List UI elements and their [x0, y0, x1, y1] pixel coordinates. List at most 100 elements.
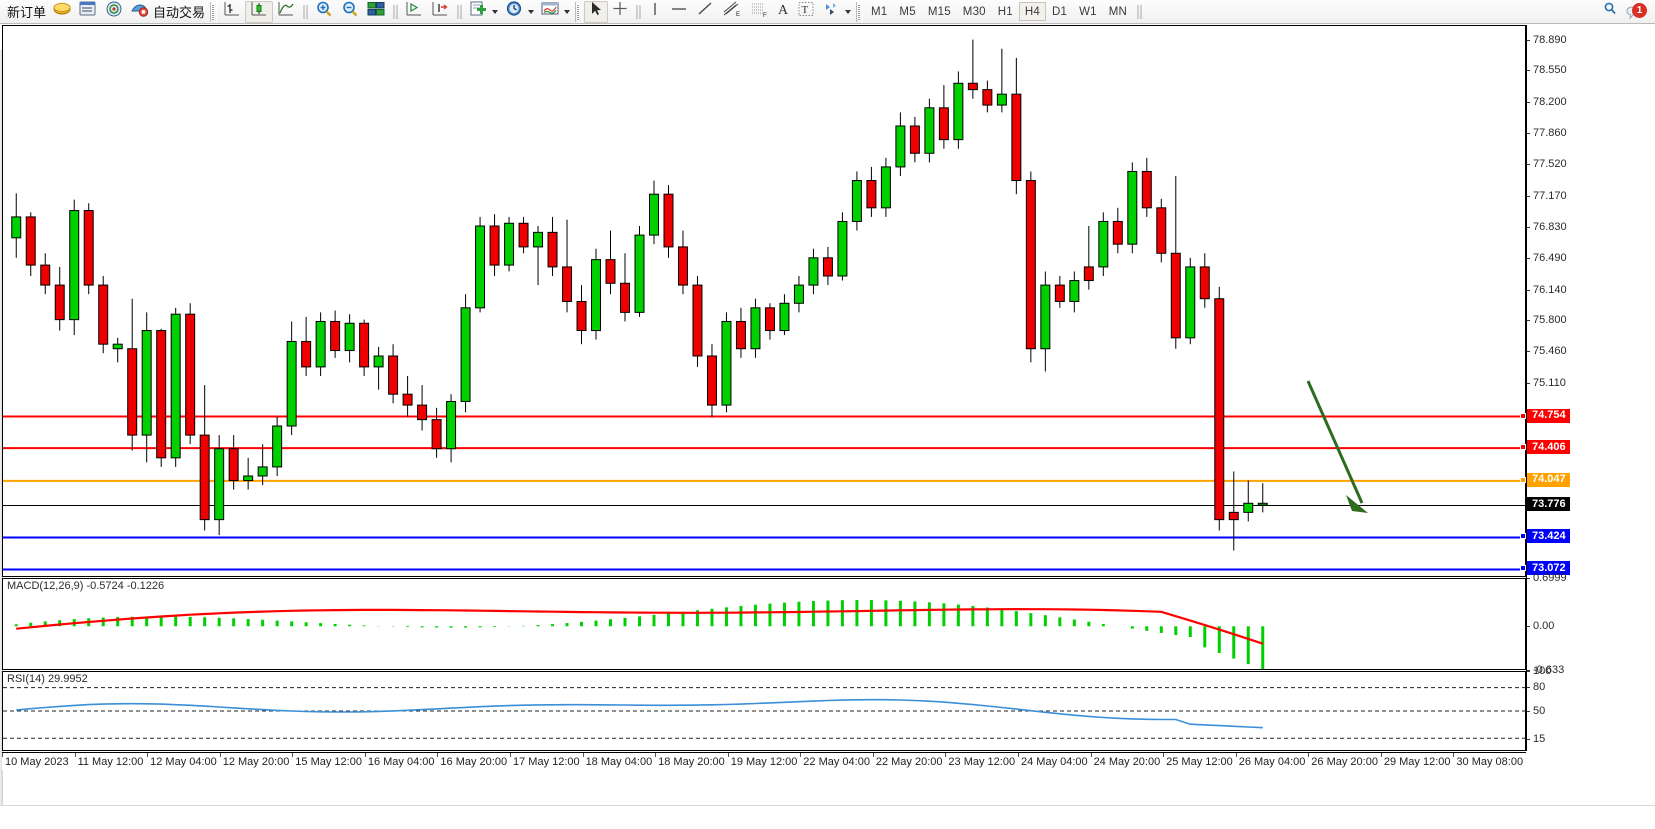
- crosshair-button[interactable]: [608, 1, 632, 23]
- autotrade-button[interactable]: 自动交易: [127, 1, 208, 23]
- price-level-handle[interactable]: [1520, 533, 1526, 540]
- tile-windows-button[interactable]: [363, 1, 389, 23]
- alerts-button[interactable]: 1: [1622, 1, 1655, 23]
- price-level-badge[interactable]: 74.754: [1527, 408, 1570, 423]
- price-level-handle[interactable]: [1520, 444, 1526, 451]
- text-label-button[interactable]: T: [794, 1, 818, 23]
- indicators-button[interactable]: [537, 1, 573, 23]
- macd-pane[interactable]: MACD(12,26,9) -0.5724 -0.1226: [2, 578, 1526, 670]
- trendline-button[interactable]: [692, 1, 718, 23]
- timeframe-h4[interactable]: H4: [1018, 2, 1046, 21]
- price-level-badge[interactable]: 73.776: [1527, 497, 1570, 512]
- timeframe-m30[interactable]: M30: [962, 5, 986, 18]
- time-axis-separator: [1308, 753, 1310, 757]
- rsi-pane[interactable]: RSI(14) 29.9952: [2, 671, 1526, 751]
- main-toolbar: 新订单: [0, 0, 1655, 24]
- rsi-axis-tick: 100: [1527, 666, 1551, 677]
- price-axis-tick: 75.800: [1527, 315, 1567, 326]
- add-template-button[interactable]: [465, 1, 501, 23]
- price-axis-tick: 76.140: [1527, 284, 1567, 296]
- vertical-line-button[interactable]: [644, 1, 666, 23]
- price-plot[interactable]: [3, 26, 1525, 576]
- time-axis-label: 16 May 20:00: [440, 756, 508, 768]
- price-level-badge[interactable]: 74.047: [1527, 472, 1570, 487]
- timeframe-mn[interactable]: MN: [1108, 5, 1128, 18]
- rsi-svg: [3, 687, 1525, 739]
- period-button[interactable]: [501, 1, 537, 23]
- price-axis[interactable]: 78.890 78.550 78.200 77.860 77.520 77.170 76.8…: [1520, 25, 1653, 751]
- autotrade-icon: [130, 0, 150, 23]
- search-button[interactable]: [1598, 1, 1622, 23]
- candlestick-svg: [3, 39, 1525, 571]
- time-axis-label: 29 May 12:00: [1383, 756, 1451, 768]
- bar-chart-icon: [222, 0, 242, 23]
- price-level-badge[interactable]: 74.406: [1527, 440, 1570, 455]
- toolbar-sep-4: [635, 1, 642, 22]
- time-axis-label: 23 May 12:00: [948, 756, 1016, 768]
- toolbar-grip-3[interactable]: [856, 1, 864, 22]
- time-axis-label: 12 May 20:00: [222, 756, 290, 768]
- zoom-in-icon: [314, 0, 334, 23]
- cursor-button[interactable]: [584, 0, 609, 23]
- price-pane[interactable]: [2, 25, 1526, 577]
- price-axis-tick: 78.550: [1527, 65, 1567, 76]
- auto-scroll-button[interactable]: [427, 1, 453, 23]
- text-button[interactable]: A: [772, 1, 794, 23]
- chart-area[interactable]: MACD(12,26,9) -0.5724 -0.1226 RSI(14) 29…: [0, 25, 1655, 829]
- time-axis[interactable]: 10 May 2023 11 May 12:00 12 May 04:00 12 Ma…: [2, 752, 1526, 770]
- price-level-badge[interactable]: 73.424: [1527, 529, 1570, 544]
- price-level-badge[interactable]: 73.072: [1527, 561, 1570, 576]
- time-axis-label: 12 May 04:00: [150, 756, 217, 768]
- timeframe-m15[interactable]: M15: [927, 5, 951, 18]
- price-level-handle[interactable]: [1520, 565, 1526, 572]
- indicators-caret-icon[interactable]: [564, 9, 571, 14]
- objects-icon: [821, 0, 841, 23]
- price-axis-tick: 76.490: [1527, 252, 1567, 264]
- time-axis-label: 22 May 20:00: [875, 756, 943, 768]
- objects-caret-icon[interactable]: [845, 9, 852, 14]
- time-axis-label: 10 May 2023: [5, 756, 69, 768]
- search-icon: [1601, 0, 1619, 23]
- timeframe-d1[interactable]: D1: [1052, 5, 1068, 18]
- shift-end-icon: [404, 0, 424, 23]
- toolbar-grip-1[interactable]: [210, 1, 218, 22]
- time-axis-separator: [2, 753, 3, 757]
- timeframe-m5[interactable]: M5: [899, 5, 916, 18]
- shift-end-button[interactable]: [401, 1, 427, 23]
- time-axis-label: 25 May 12:00: [1166, 756, 1233, 768]
- price-level-handle[interactable]: [1520, 412, 1526, 419]
- navigator-button[interactable]: [101, 1, 127, 23]
- indicators-icon: [540, 0, 560, 23]
- equidistant-channel-icon: E: [721, 0, 743, 23]
- fibonacci-button[interactable]: F: [746, 1, 772, 23]
- timeframe-w1[interactable]: W1: [1079, 5, 1097, 18]
- price-level-handle[interactable]: [1520, 476, 1526, 483]
- timeframe-h1[interactable]: H1: [997, 5, 1013, 18]
- bar-chart-button[interactable]: [219, 1, 245, 23]
- text-icon: A: [775, 0, 791, 23]
- toolbar-grip-2[interactable]: [575, 1, 583, 22]
- zoom-in-button[interactable]: [311, 1, 337, 23]
- add-template-caret-icon[interactable]: [492, 9, 499, 14]
- zoom-out-button[interactable]: [337, 1, 363, 23]
- price-axis-tick: 75.460: [1527, 346, 1567, 357]
- new-order-button[interactable]: 新订单: [0, 1, 49, 23]
- data-window-button[interactable]: [75, 1, 101, 23]
- time-axis-separator: [292, 753, 294, 757]
- macd-svg: [14, 600, 1265, 669]
- candlestick-chart-button[interactable]: [245, 0, 274, 23]
- period-caret-icon[interactable]: [528, 9, 535, 14]
- equidistant-channel-button[interactable]: E: [718, 1, 746, 23]
- objects-button[interactable]: [818, 1, 854, 23]
- line-chart-button[interactable]: [273, 1, 299, 23]
- horizontal-line-button[interactable]: [666, 1, 692, 23]
- macd-axis-tick: -0.633: [1527, 665, 1564, 676]
- chart-left-edge: [0, 50, 3, 829]
- time-axis-separator: [364, 753, 366, 757]
- timeframe-m1[interactable]: M1: [871, 5, 888, 18]
- new-order-icon: [3, 1, 4, 22]
- time-axis-separator: [1018, 753, 1019, 757]
- price-axis-tick: 77.860: [1527, 128, 1567, 139]
- candlestick-chart-icon: [249, 0, 269, 23]
- gold-bars-button[interactable]: [49, 1, 75, 23]
